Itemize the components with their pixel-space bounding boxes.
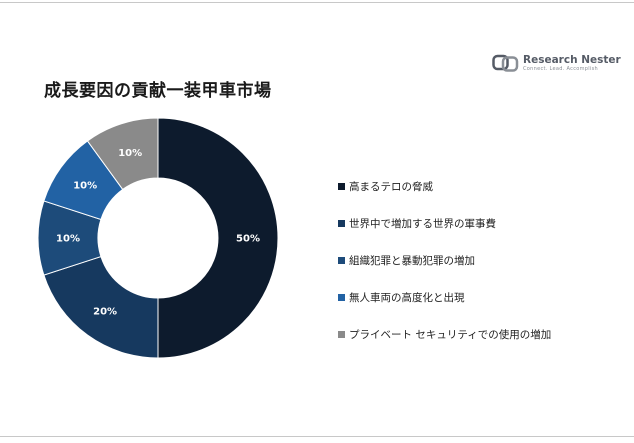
legend-swatch-2 (338, 220, 345, 227)
bottom-divider (0, 436, 634, 437)
donut-slice-2 (43, 255, 159, 359)
legend-label-1: 高まるテロの脅威 (349, 181, 433, 193)
data-label-5: 10% (118, 148, 142, 159)
legend-swatch-4 (338, 294, 345, 301)
logo-tagline: Connect. Lead. Accomplish (523, 66, 599, 72)
data-label-3: 10% (56, 234, 80, 245)
research-nester-logo: Research Nester Connect. Lead. Accomplis… (492, 53, 621, 75)
logo-mark-icon (492, 54, 519, 72)
data-label-2: 20% (93, 306, 117, 317)
data-label-4: 10% (73, 181, 97, 192)
legend-label-3: 組織犯罪と暴動犯罪の増加 (349, 255, 475, 267)
top-divider (0, 2, 634, 3)
legend-label-5: プライベート セキュリティでの使用の増加 (349, 329, 552, 341)
legend-label-4: 無人車両の高度化と出現 (349, 292, 465, 304)
donut-slice-5 (86, 117, 159, 191)
donut-slice-1 (157, 117, 279, 359)
legend-swatch-5 (338, 331, 345, 338)
legend-label-2: 世界中で増加する世界の軍事費 (349, 218, 496, 230)
logo-name: Research Nester (523, 54, 621, 66)
legend-swatch-3 (338, 257, 345, 264)
chart-title: 成長要因の貢献一装甲車市場 (44, 81, 272, 101)
legend-swatch-1 (338, 183, 345, 190)
data-label-1: 50% (236, 234, 260, 245)
